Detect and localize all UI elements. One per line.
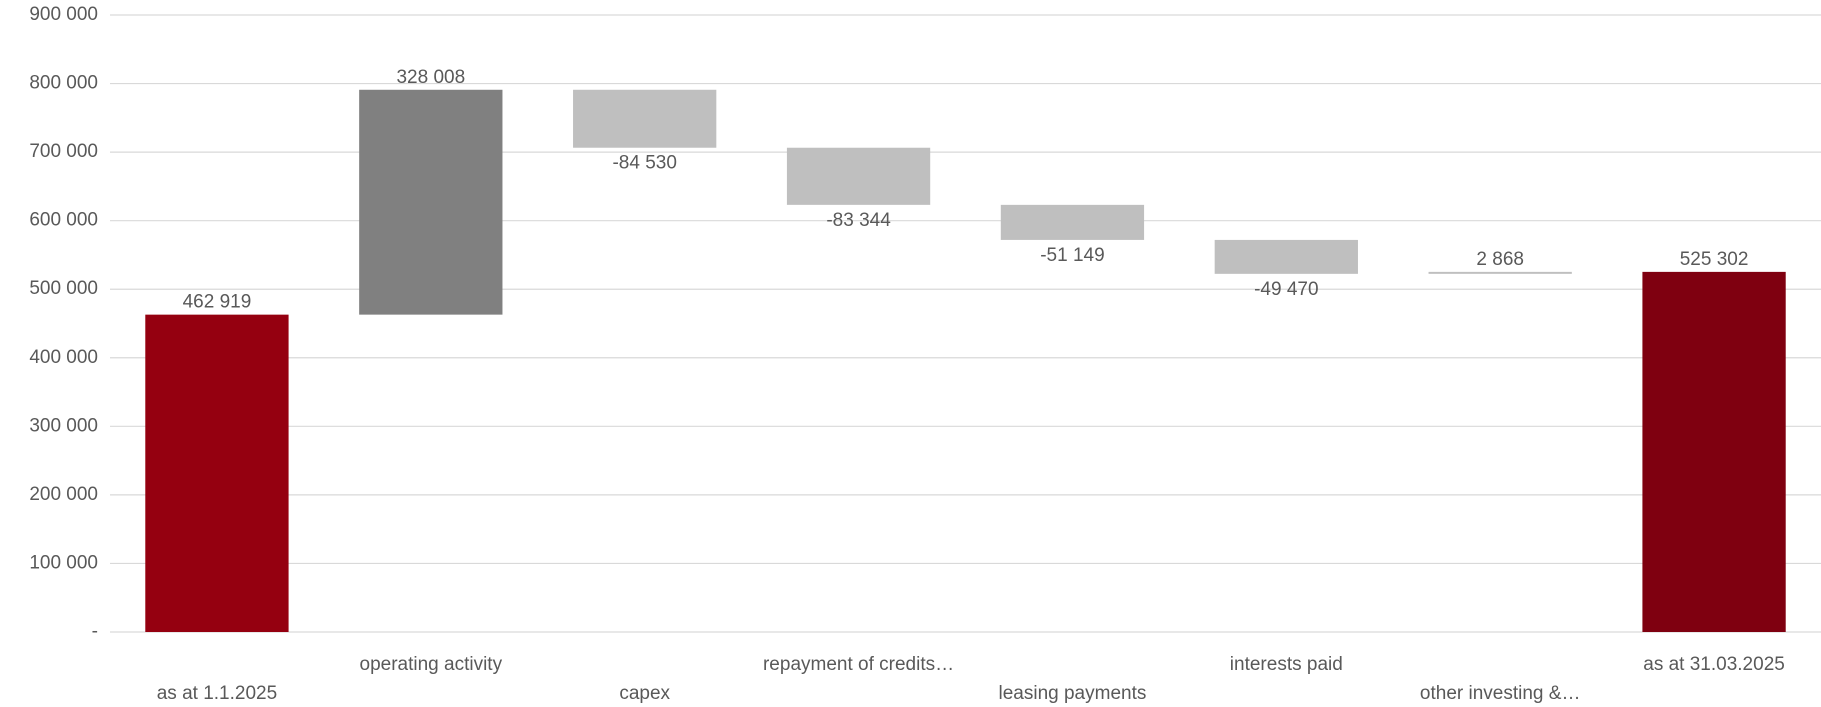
x-tick-label: other investing &… [1420,683,1581,704]
value-label: -51 149 [1040,245,1104,266]
value-label: 2 868 [1476,249,1524,270]
y-tick-label: 900 000 [29,4,98,25]
y-tick-label: 100 000 [29,552,98,573]
bar [359,89,503,315]
bar [145,314,289,632]
bar [1642,271,1786,632]
y-tick-label: 200 000 [29,484,98,505]
value-label: -49 470 [1254,279,1318,300]
y-tick-label: 700 000 [29,141,98,162]
bar [573,89,717,148]
y-tick-label: 800 000 [29,73,98,94]
bar [786,147,931,205]
bar [1214,239,1358,274]
value-label: 462 919 [183,292,252,313]
bar [1428,271,1572,274]
bar [1000,204,1145,240]
value-label: 328 008 [396,67,465,88]
y-tick-label: 300 000 [29,415,98,436]
x-tick-label: as at 31.03.2025 [1643,654,1785,675]
x-tick-label: leasing payments [999,683,1147,704]
y-tick-label: 500 000 [29,278,98,299]
y-tick-label: - [92,621,98,642]
x-tick-label: repayment of credits… [763,654,954,675]
x-tick-label: interests paid [1230,654,1343,675]
y-tick-label: 400 000 [29,347,98,368]
y-tick-label: 600 000 [29,210,98,231]
value-label: -84 530 [612,153,676,174]
x-tick-label: capex [619,683,670,704]
value-label: 525 302 [1680,249,1749,270]
value-label: -83 344 [826,210,891,231]
x-tick-label: operating activity [360,654,503,675]
x-tick-label: as at 1.1.2025 [157,683,277,704]
